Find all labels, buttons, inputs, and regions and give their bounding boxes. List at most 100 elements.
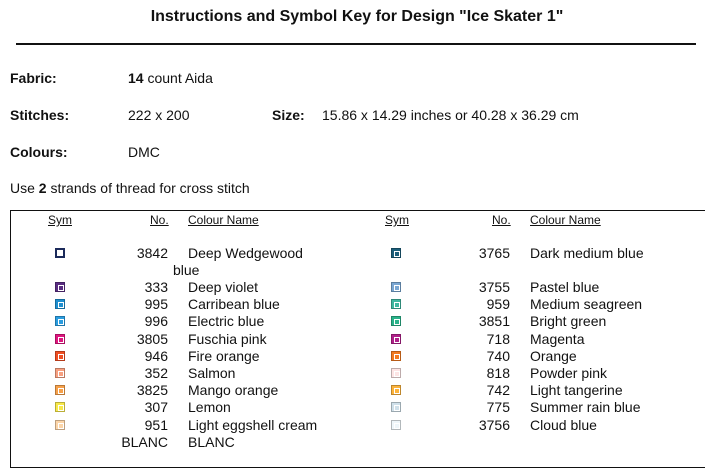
dmc-number: 3756 (478, 416, 510, 433)
symbol-glyph (58, 405, 64, 412)
colour-name: Deep Wedgewood blue (173, 245, 303, 278)
field-label: Stitches: (10, 107, 70, 123)
dmc-number: 995 (144, 296, 168, 313)
dmc-number: 740 (486, 347, 510, 364)
column-header: Sym (48, 213, 72, 227)
colour-name: Light tangerine (530, 382, 623, 399)
colour-name: Bright green (530, 313, 607, 330)
symbol-glyph (394, 422, 400, 429)
dmc-number: 3825 (136, 382, 168, 399)
symbol-glyph (394, 336, 400, 343)
value: count Aida (147, 70, 213, 86)
colour-name: Powder pink (530, 365, 608, 381)
field-value: DMC (128, 144, 160, 160)
count: 14 (128, 70, 144, 86)
symbol (55, 248, 65, 258)
symbol (391, 385, 401, 396)
symbol (55, 419, 65, 430)
title-rule (16, 43, 696, 45)
column-header: Sym (385, 213, 409, 227)
text: strands of thread for cross stitch (50, 180, 250, 196)
symbol (391, 419, 401, 430)
colour-name: Cloud blue (530, 416, 597, 433)
dmc-number: BLANC (121, 433, 168, 450)
colour-name: Electric blue (188, 313, 265, 330)
title: Instructions and Symbol Key for Design "… (150, 8, 564, 25)
symbol (391, 368, 401, 378)
symbol-glyph (58, 353, 64, 360)
colour-name: Fire orange (188, 347, 260, 364)
colour-name: Mango orange (188, 382, 279, 399)
symbol-glyph (58, 371, 64, 377)
symbol (391, 333, 401, 344)
dmc-number: 3851 (478, 313, 510, 330)
symbol-glyph (394, 405, 400, 412)
field-label: Colours: (10, 144, 68, 160)
column-header: No. (150, 213, 169, 227)
field-value: 15.86 x 14.29 inches or 40.28 x 36.29 cm (322, 107, 579, 123)
symbol-glyph (394, 319, 400, 326)
symbol (391, 316, 401, 327)
dmc-number: 959 (486, 296, 510, 313)
symbol (55, 316, 65, 327)
symbol-glyph (58, 422, 64, 429)
colour-name: Fuschia pink (188, 330, 267, 347)
symbol (391, 402, 401, 413)
symbol (55, 368, 65, 378)
symbol-glyph (58, 336, 64, 343)
dmc-number: 718 (486, 330, 510, 347)
dmc-number: 3805 (136, 330, 168, 347)
field-label: Fabric: (10, 70, 57, 86)
colour-name: Deep violet (188, 279, 259, 295)
colour-name: Lemon (188, 399, 231, 416)
table-frame (10, 210, 705, 468)
symbol-glyph (394, 302, 400, 309)
colour-name: Medium seagreen (530, 296, 643, 313)
symbol-glyph (394, 285, 400, 291)
symbol-glyph (394, 251, 400, 257)
symbol (55, 402, 65, 413)
colour-name: BLANC (188, 433, 235, 450)
dmc-number: 352 (144, 365, 168, 381)
instruction: Use 2 strands of thread for cross stitch (10, 180, 250, 197)
dmc-number: 818 (486, 365, 510, 381)
symbol-glyph (394, 353, 400, 360)
strands: 2 (38, 180, 47, 196)
dmc-number: 775 (486, 399, 510, 416)
symbol (391, 248, 401, 258)
column-header: Colour Name (188, 213, 259, 227)
colour-name: Orange (530, 347, 577, 364)
text: Use (10, 180, 35, 196)
dmc-number: 3755 (478, 279, 510, 295)
symbol-glyph (58, 388, 64, 395)
colour-name: Dark medium blue (530, 245, 644, 261)
colour-name: Magenta (530, 330, 585, 347)
symbol (55, 333, 65, 344)
field-value: 14 count Aida (128, 70, 213, 87)
dmc-number: 3765 (478, 245, 510, 261)
dmc-number: 946 (144, 347, 168, 364)
dmc-number: 742 (486, 382, 510, 399)
symbol (55, 350, 65, 361)
symbol (391, 282, 401, 292)
field-label: Size: (272, 107, 305, 123)
symbol (55, 299, 65, 310)
symbol-glyph (394, 371, 400, 377)
dmc-number: 951 (144, 416, 168, 433)
symbol (391, 350, 401, 361)
symbol (55, 282, 65, 292)
field-value: 222 x 200 (128, 107, 190, 123)
dmc-number: 307 (144, 399, 168, 416)
colour-name: Summer rain blue (530, 399, 641, 416)
symbol-glyph (58, 285, 64, 291)
colour-name: Carribean blue (188, 296, 280, 313)
dmc-number: 333 (144, 279, 168, 295)
symbol (391, 299, 401, 310)
symbol-glyph (58, 319, 64, 326)
symbol-glyph (394, 388, 400, 395)
colour-name: Salmon (188, 365, 236, 381)
dmc-number: 3842 (136, 245, 168, 261)
symbol-glyph (58, 302, 64, 309)
colour-name: Light eggshell cream (188, 416, 318, 433)
